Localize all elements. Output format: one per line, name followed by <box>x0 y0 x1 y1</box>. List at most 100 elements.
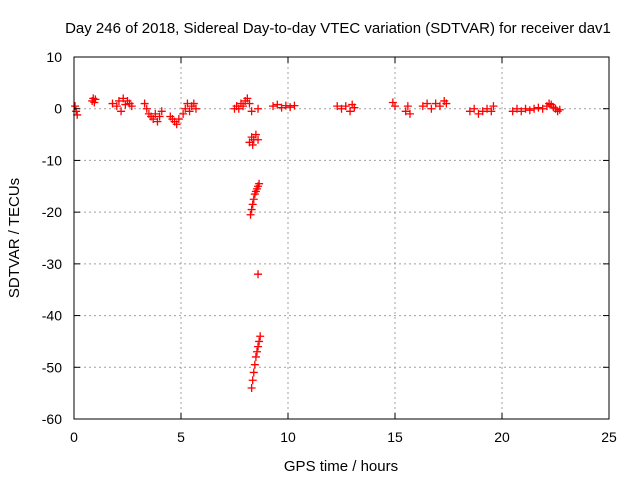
data-point <box>239 102 248 111</box>
data-point <box>333 102 342 111</box>
data-point <box>525 106 534 115</box>
data-point <box>181 104 190 113</box>
data-point <box>256 332 265 341</box>
data-point <box>255 337 264 346</box>
data-point <box>348 100 357 109</box>
x-axis-label: GPS time / hours <box>284 458 398 475</box>
data-point <box>254 135 263 144</box>
data-point <box>290 101 299 110</box>
data-point <box>508 107 517 116</box>
data-point <box>442 99 451 108</box>
data-point <box>269 102 278 111</box>
data-point <box>418 102 427 111</box>
data-point <box>179 109 188 118</box>
x-tick-label-5: 5 <box>177 429 185 445</box>
y-tick-label-0: 0 <box>54 101 62 117</box>
data-point <box>255 179 264 188</box>
data-point <box>530 104 539 113</box>
data-point <box>403 102 412 111</box>
y-tick-label-minus-10: -10 <box>42 152 62 168</box>
data-point <box>538 104 547 113</box>
data-point <box>252 347 261 356</box>
data-point <box>483 104 492 113</box>
data-point <box>112 102 121 111</box>
y-tick-label-minus-30: -30 <box>42 256 62 272</box>
data-point <box>246 210 255 219</box>
data-point <box>470 104 479 113</box>
data-point <box>245 99 254 108</box>
data-point <box>431 99 440 108</box>
data-point <box>174 115 183 124</box>
data-point <box>157 107 166 116</box>
data-point <box>435 102 444 111</box>
y-axis-label: SDTVAR / TECUs <box>6 178 23 298</box>
data-point <box>117 107 126 116</box>
data-point <box>91 95 100 104</box>
data-point <box>512 104 521 113</box>
data-point <box>346 107 355 116</box>
axis-ticks <box>73 56 610 420</box>
data-point <box>489 102 498 111</box>
data-point <box>249 195 258 204</box>
data-point <box>73 110 82 119</box>
y-tick-label-minus-60: -60 <box>42 411 62 427</box>
data-point <box>172 120 181 129</box>
data-point <box>388 98 397 107</box>
plot-frame <box>73 56 610 420</box>
data-point <box>191 104 200 113</box>
x-tick-label-0: 0 <box>70 429 78 445</box>
data-point <box>247 107 256 116</box>
data-point <box>423 99 432 108</box>
y-tick-label-minus-20: -20 <box>42 204 62 220</box>
x-tick-label-20: 20 <box>494 429 510 445</box>
data-point <box>405 109 414 118</box>
data-point <box>119 94 128 103</box>
data-point <box>277 103 286 112</box>
data-point <box>189 99 198 108</box>
data-point <box>234 104 243 113</box>
data-point <box>281 101 290 110</box>
data-point <box>248 200 257 209</box>
data-point <box>185 107 194 116</box>
y-tick-label-minus-40: -40 <box>42 308 62 324</box>
data-point <box>474 109 483 118</box>
data-point <box>391 102 399 111</box>
y-axis-tick-labels: 10 0 -10 -20 -30 -40 -50 -60 <box>42 49 62 427</box>
data-point <box>149 115 158 124</box>
data-point <box>521 104 530 113</box>
data-point <box>337 104 346 113</box>
data-point <box>286 103 295 112</box>
data-point <box>401 107 410 116</box>
data-point <box>555 105 564 114</box>
data-point <box>247 205 256 214</box>
chart-title: Day 246 of 2018, Sidereal Day-to-day VTE… <box>65 20 611 37</box>
y-tick-label-minus-50: -50 <box>42 359 62 375</box>
data-point <box>254 342 263 351</box>
data-point <box>142 104 151 113</box>
data-point <box>465 107 474 116</box>
data-point <box>254 104 263 113</box>
data-point <box>249 368 258 377</box>
x-tick-label-15: 15 <box>387 429 403 445</box>
data-point <box>534 103 543 112</box>
data-point <box>153 117 162 126</box>
data-point <box>151 109 160 118</box>
data-point <box>108 99 117 108</box>
x-tick-label-25: 25 <box>601 429 617 445</box>
data-point <box>517 107 526 116</box>
data-series-dav1 <box>71 94 564 392</box>
y-tick-label-10: 10 <box>46 49 62 65</box>
data-point <box>273 100 282 109</box>
x-tick-label-10: 10 <box>280 429 296 445</box>
data-point <box>478 107 487 116</box>
data-point <box>487 107 496 116</box>
data-point <box>254 270 263 279</box>
data-point <box>251 130 260 139</box>
data-point <box>427 104 436 113</box>
data-point <box>114 96 123 105</box>
data-point <box>341 102 350 111</box>
data-point <box>121 100 130 109</box>
data-point <box>248 376 257 385</box>
data-point <box>250 360 259 369</box>
